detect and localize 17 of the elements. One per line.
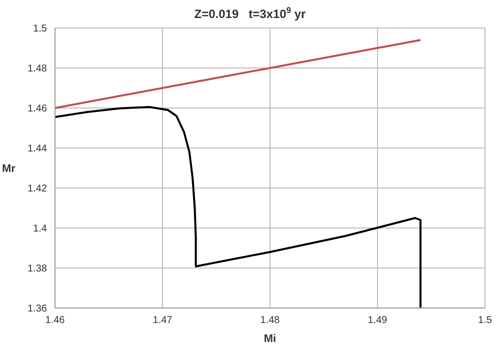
x-tick-label: 1.46	[45, 315, 66, 326]
y-tick-label: 1.44	[28, 144, 48, 155]
y-tick-label: 1.42	[28, 184, 48, 195]
x-tick-label: 1.5	[478, 315, 492, 326]
y-tick-label: 1.48	[28, 64, 48, 75]
y-axis-title: Mr	[2, 162, 16, 175]
line-series	[55, 106, 422, 308]
y-tick-label: 1.36	[28, 304, 48, 315]
y-tick-label: 1.38	[28, 264, 48, 275]
x-tick-label: 1.48	[260, 315, 280, 326]
x-tick-label: 1.47	[152, 315, 173, 326]
chart-title: Z=0.019 t=3x10$^{9}$ yr	[194, 5, 306, 21]
y-tick-label: 1.5	[33, 24, 48, 35]
x-axis-title: Mi	[264, 333, 276, 345]
y-tick-label: 1.46	[28, 104, 48, 115]
x-tick-label: 1.49	[368, 315, 388, 326]
y-tick-label: 1.4	[33, 224, 48, 235]
